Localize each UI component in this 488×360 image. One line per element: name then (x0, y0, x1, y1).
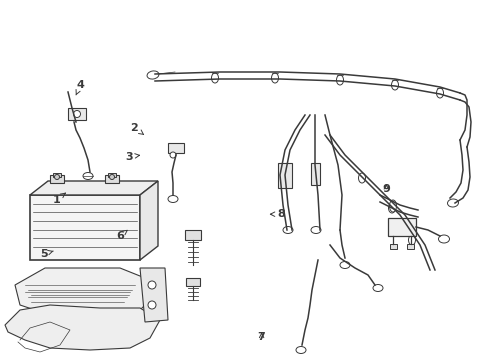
Bar (105, 175, 119, 183)
Circle shape (73, 111, 81, 117)
Bar (389, 244, 396, 249)
Text: 7: 7 (257, 332, 265, 342)
Ellipse shape (389, 200, 396, 212)
Bar (168, 143, 183, 153)
Text: 9: 9 (382, 184, 389, 194)
Bar (184, 230, 201, 240)
Ellipse shape (387, 203, 395, 213)
Ellipse shape (83, 172, 93, 180)
Circle shape (54, 175, 60, 180)
Bar (108, 173, 116, 177)
Polygon shape (30, 181, 158, 195)
Bar (310, 163, 319, 185)
Ellipse shape (339, 261, 349, 269)
Text: 2: 2 (130, 123, 143, 135)
Polygon shape (140, 181, 158, 260)
Ellipse shape (295, 346, 305, 354)
Polygon shape (140, 268, 168, 322)
Circle shape (170, 152, 176, 158)
Polygon shape (15, 268, 155, 320)
Ellipse shape (211, 73, 218, 83)
Polygon shape (5, 305, 160, 350)
Text: 3: 3 (125, 152, 139, 162)
Circle shape (148, 301, 156, 309)
Ellipse shape (391, 80, 398, 90)
Ellipse shape (447, 199, 458, 207)
Text: 4: 4 (76, 80, 84, 95)
Ellipse shape (147, 71, 159, 79)
Bar (30, 195, 140, 260)
Ellipse shape (168, 195, 178, 202)
Ellipse shape (283, 226, 292, 234)
Bar (185, 278, 200, 286)
Circle shape (148, 281, 156, 289)
Circle shape (109, 175, 114, 180)
Ellipse shape (310, 226, 320, 234)
Bar (53, 173, 61, 177)
Ellipse shape (436, 88, 443, 98)
Text: 1: 1 (52, 193, 65, 205)
Bar (278, 163, 291, 188)
Ellipse shape (407, 235, 415, 245)
Text: 6: 6 (116, 230, 127, 241)
Bar (50, 175, 64, 183)
Ellipse shape (271, 73, 278, 83)
Bar (406, 244, 413, 249)
Bar (68, 108, 86, 120)
Ellipse shape (438, 235, 448, 243)
Ellipse shape (336, 75, 343, 85)
Text: 8: 8 (270, 209, 285, 219)
Bar (387, 218, 415, 236)
Ellipse shape (358, 173, 365, 183)
Ellipse shape (372, 284, 382, 292)
Text: 5: 5 (40, 249, 53, 259)
